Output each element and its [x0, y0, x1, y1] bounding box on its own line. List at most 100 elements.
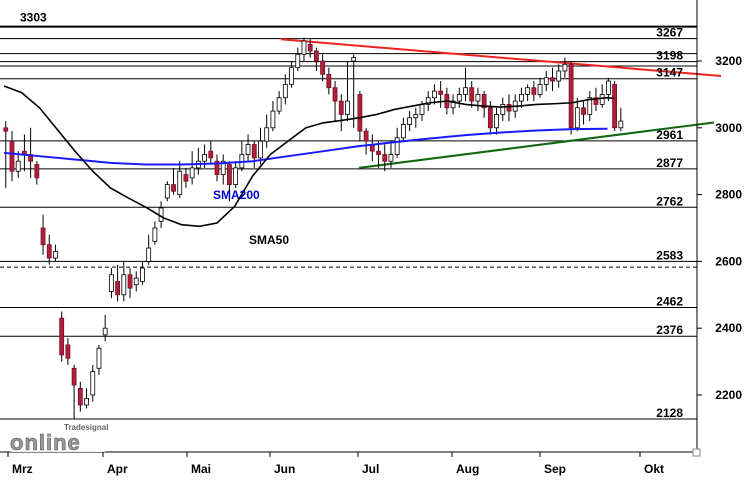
candle — [593, 97, 599, 105]
candle — [164, 184, 170, 199]
candle — [108, 274, 114, 292]
candle — [388, 154, 394, 162]
candle — [425, 97, 431, 105]
candle — [65, 344, 71, 359]
candle — [519, 94, 524, 102]
sma50-line — [3, 85, 615, 228]
candle — [276, 97, 282, 112]
candle — [332, 87, 338, 102]
candle — [574, 107, 580, 129]
candle — [326, 73, 332, 89]
candle — [438, 90, 444, 95]
sma200-label: SMA200 — [213, 188, 260, 202]
x-tick-label: Aug — [456, 462, 479, 476]
candle — [469, 87, 475, 102]
candle — [90, 371, 96, 396]
candle — [345, 100, 350, 115]
candle — [220, 160, 226, 175]
level-label: 2583 — [656, 248, 683, 262]
level-label: 3303 — [20, 11, 47, 25]
candle — [394, 137, 400, 155]
candle — [475, 94, 481, 102]
candle — [3, 127, 9, 132]
candle — [289, 67, 294, 85]
candle — [562, 63, 568, 72]
candle — [121, 274, 127, 296]
x-tick-label: Jun — [274, 462, 295, 476]
candle — [140, 267, 145, 282]
candle — [152, 227, 158, 242]
y-tick-label: 2600 — [715, 254, 742, 268]
level-labels: 3303 3267 3198 3147 2961 2877 2762 2583 2462 2376… — [20, 11, 683, 420]
candle — [307, 43, 313, 52]
candle — [351, 57, 357, 62]
y-tick-label: 2800 — [715, 188, 742, 202]
x-tick-label: Mai — [191, 462, 211, 476]
candle — [233, 167, 239, 185]
candle — [413, 114, 419, 119]
candle — [258, 140, 263, 159]
level-lines — [0, 25, 697, 420]
candle — [407, 117, 412, 125]
x-tick-label: Mrz — [12, 462, 33, 476]
candle — [84, 397, 89, 406]
candle — [456, 94, 462, 102]
level-label: 2877 — [656, 156, 683, 170]
candle — [500, 104, 506, 115]
candle — [77, 387, 83, 406]
candle — [382, 154, 388, 162]
candle — [487, 107, 493, 129]
candle — [227, 164, 232, 185]
candle — [525, 87, 531, 95]
candle — [599, 94, 605, 105]
candle — [543, 77, 549, 85]
candle — [102, 327, 108, 336]
trendlines — [280, 38, 722, 169]
level-label: 2462 — [656, 294, 683, 308]
level-label: 3198 — [656, 49, 683, 63]
logo-backdrop — [8, 422, 108, 452]
candle — [400, 124, 406, 139]
candle — [432, 90, 437, 99]
candle — [357, 94, 363, 132]
candle — [9, 140, 15, 172]
candle — [251, 144, 257, 159]
resistance-trendline — [280, 38, 722, 78]
candle — [450, 100, 456, 109]
annotations: SMA200 SMA50 — [213, 188, 289, 247]
candle — [537, 83, 543, 95]
logo-small-text: Tradesignal — [64, 423, 108, 432]
candle — [189, 167, 195, 179]
level-label: 2762 — [656, 194, 683, 208]
candle — [53, 250, 58, 259]
candle — [71, 367, 77, 386]
candle — [320, 60, 326, 75]
candle — [183, 174, 189, 182]
y-tick-label: 2200 — [715, 388, 742, 402]
moving-averages — [3, 85, 615, 228]
y-tick-label: 2400 — [715, 321, 742, 335]
candle — [15, 160, 21, 172]
level-label: 3147 — [656, 66, 683, 80]
candle — [605, 80, 611, 95]
candle — [202, 154, 207, 162]
candle — [245, 144, 251, 155]
candle — [264, 127, 270, 142]
candle — [177, 170, 183, 196]
candle — [146, 247, 152, 262]
candle — [376, 150, 381, 155]
candle — [59, 317, 65, 356]
x-tick-label: Apr — [107, 462, 128, 476]
candle — [550, 77, 555, 82]
level-label: 2128 — [656, 406, 683, 420]
corner-box — [692, 448, 701, 457]
candle — [506, 104, 512, 112]
candle — [115, 281, 120, 296]
candle — [531, 87, 537, 95]
candle — [301, 40, 307, 55]
candle — [463, 87, 468, 95]
candle — [363, 130, 369, 142]
candle — [34, 164, 40, 179]
candle — [313, 50, 319, 62]
